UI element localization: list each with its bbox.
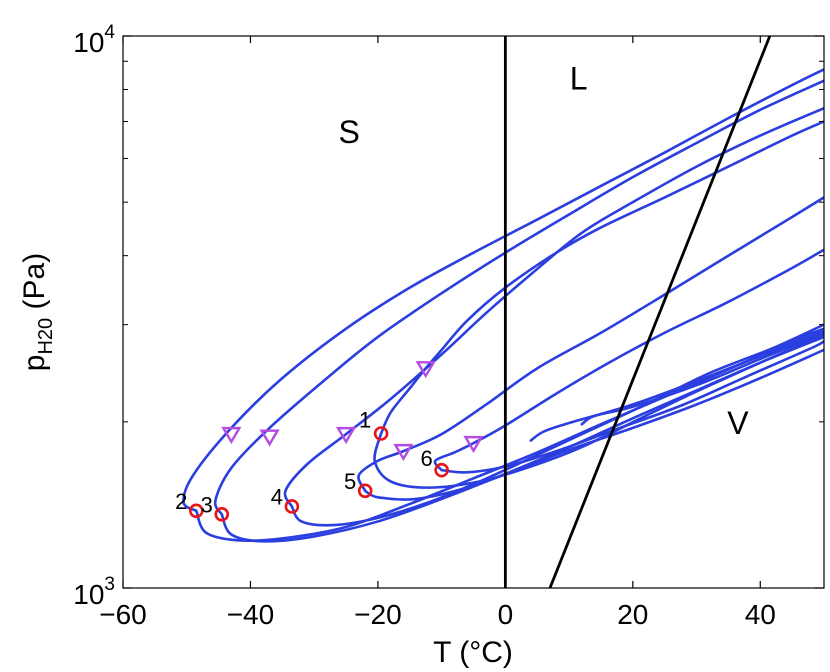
triangle-marker-1 <box>221 426 242 445</box>
series-line-trajectory-a <box>182 68 824 513</box>
x-axis-title: T (°C) <box>433 636 513 669</box>
triangle-marker-4 <box>393 443 414 462</box>
plot-layer <box>182 36 824 588</box>
region-label-l: L <box>570 60 588 96</box>
series-line-trajectory-h <box>373 333 824 489</box>
series-line-trajectory-e <box>283 106 824 508</box>
y-tick-label-base-1: 10 <box>73 27 104 58</box>
series-line-trajectory-j <box>363 348 824 501</box>
y-axis-title: pH20 (Pa) <box>18 253 57 371</box>
y-tick-label-1: 104 <box>73 22 115 58</box>
circle-marker-label-6: 6 <box>421 446 433 471</box>
region-label-s: S <box>339 114 360 150</box>
x-tick-label-1: −40 <box>227 599 275 630</box>
circle-marker-label-3: 3 <box>201 492 213 517</box>
triangle-marker-2 <box>259 429 280 447</box>
x-tick-label-2: −20 <box>354 599 402 630</box>
circle-marker-1 <box>373 426 389 441</box>
series-line-trajectory-l <box>440 339 824 474</box>
triangle-marker-6 <box>463 435 484 454</box>
circle-marker-label-2: 2 <box>175 489 187 514</box>
circle-marker-3 <box>214 506 230 522</box>
x-tick-label-5: 40 <box>745 599 776 630</box>
x-tick-label-0: −60 <box>99 599 147 630</box>
y-axis-title-main: p <box>18 355 51 372</box>
series-line-trajectory-i <box>357 196 824 493</box>
y-axis-title-space <box>18 309 51 317</box>
x-tick-label-3: 0 <box>498 599 514 630</box>
region-label-v: V <box>727 405 749 441</box>
circle-marker-6 <box>434 462 449 478</box>
y-tick-label-base-0: 10 <box>73 579 104 610</box>
y-tick-label-exp-1: 4 <box>104 22 115 43</box>
triangle-marker-5 <box>415 361 436 379</box>
circle-marker-2 <box>188 503 204 519</box>
x-tick-label-4: 20 <box>617 599 648 630</box>
circle-marker-label-4: 4 <box>271 484 283 509</box>
phase-boundary-liquid-vapor <box>548 36 772 588</box>
series-line-trajectory-m <box>529 329 824 442</box>
circle-marker-label-5: 5 <box>344 469 356 494</box>
circle-marker-5 <box>357 483 373 499</box>
circle-marker-label-1: 1 <box>359 407 371 432</box>
series-line-trajectory-n <box>580 331 824 426</box>
series-line-trajectory-c <box>213 79 824 516</box>
series-line-trajectory-k <box>433 248 824 472</box>
series-line-trajectory-f <box>290 323 824 527</box>
y-tick-label-0: 103 <box>73 574 115 610</box>
y-axis-title-unit: (Pa) <box>18 253 51 310</box>
triangle-marker-3 <box>335 426 357 445</box>
circle-marker-4 <box>284 499 300 514</box>
y-axis-title-subscript: H20 <box>35 318 57 355</box>
y-tick-label-exp-0: 3 <box>104 574 115 595</box>
plot-frame <box>122 35 825 589</box>
series-line-trajectory-g <box>379 120 824 435</box>
